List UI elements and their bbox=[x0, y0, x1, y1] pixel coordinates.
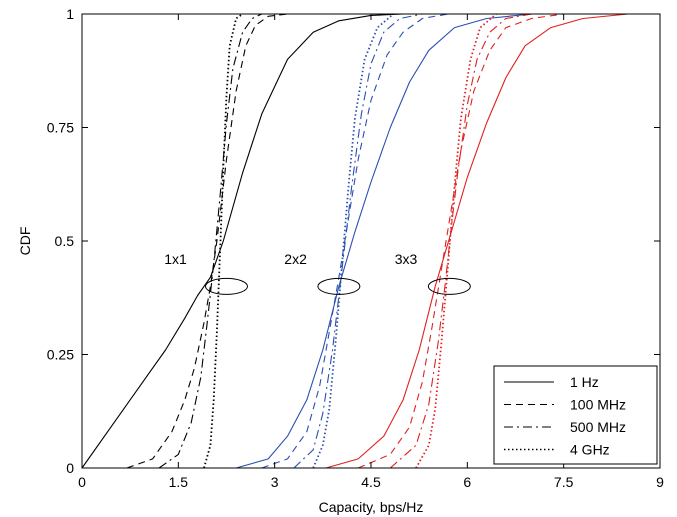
y-tick-label: 0 bbox=[66, 460, 74, 476]
legend: 1 Hz 100 MHz 500 MHz 4 GHz bbox=[493, 365, 658, 465]
series-1x1-dashdot bbox=[158, 13, 263, 469]
series-3x3-solid bbox=[325, 13, 628, 469]
x-tick-label: 7.5 bbox=[554, 474, 574, 490]
series-1x1-dashed bbox=[126, 13, 288, 469]
y-axis-label: CDF bbox=[17, 227, 33, 256]
x-tick-label: 3 bbox=[271, 474, 279, 490]
x-tick-label: 0 bbox=[78, 474, 86, 490]
series-3x3-dotted bbox=[415, 13, 497, 469]
annotation-3x3: 3x3 bbox=[395, 251, 418, 267]
x-tick-label: 9 bbox=[656, 474, 664, 490]
x-tick-label: 6 bbox=[463, 474, 471, 490]
annotation-ellipses bbox=[205, 277, 471, 295]
series-layer bbox=[81, 13, 628, 469]
annotation-ellipse bbox=[317, 277, 361, 295]
annotation-1x1: 1x1 bbox=[164, 251, 187, 267]
legend-label-4ghz: 4 GHz bbox=[570, 442, 610, 458]
legend-label-1hz: 1 Hz bbox=[570, 374, 599, 390]
series-3x3-dashed bbox=[357, 13, 564, 469]
series-1x1-solid bbox=[81, 13, 404, 469]
x-axis-label: Capacity, bps/Hz bbox=[319, 499, 424, 515]
y-tick-label: 0.5 bbox=[55, 233, 75, 249]
series-3x3-dashdot bbox=[389, 13, 532, 469]
series-2x2-dashdot bbox=[293, 13, 423, 469]
y-tick-label: 1 bbox=[66, 6, 74, 22]
tick-layer: 0 1.5 3 4.5 6 7.5 9 0 0.25 0.5 0.75 1 bbox=[47, 6, 664, 490]
annotation-2x2: 2x2 bbox=[284, 251, 307, 267]
y-tick-label: 0.75 bbox=[47, 120, 74, 136]
annotation-ellipse bbox=[205, 277, 248, 295]
legend-label-500mhz: 500 MHz bbox=[570, 419, 626, 435]
series-2x2-solid bbox=[235, 13, 532, 469]
legend-label-100mhz: 100 MHz bbox=[570, 397, 626, 413]
x-tick-label: 1.5 bbox=[169, 474, 189, 490]
y-tick-label: 0.25 bbox=[47, 347, 74, 363]
series-2x2-dashed bbox=[261, 13, 449, 469]
annotation-ellipse bbox=[427, 277, 471, 295]
x-tick-label: 4.5 bbox=[361, 474, 381, 490]
